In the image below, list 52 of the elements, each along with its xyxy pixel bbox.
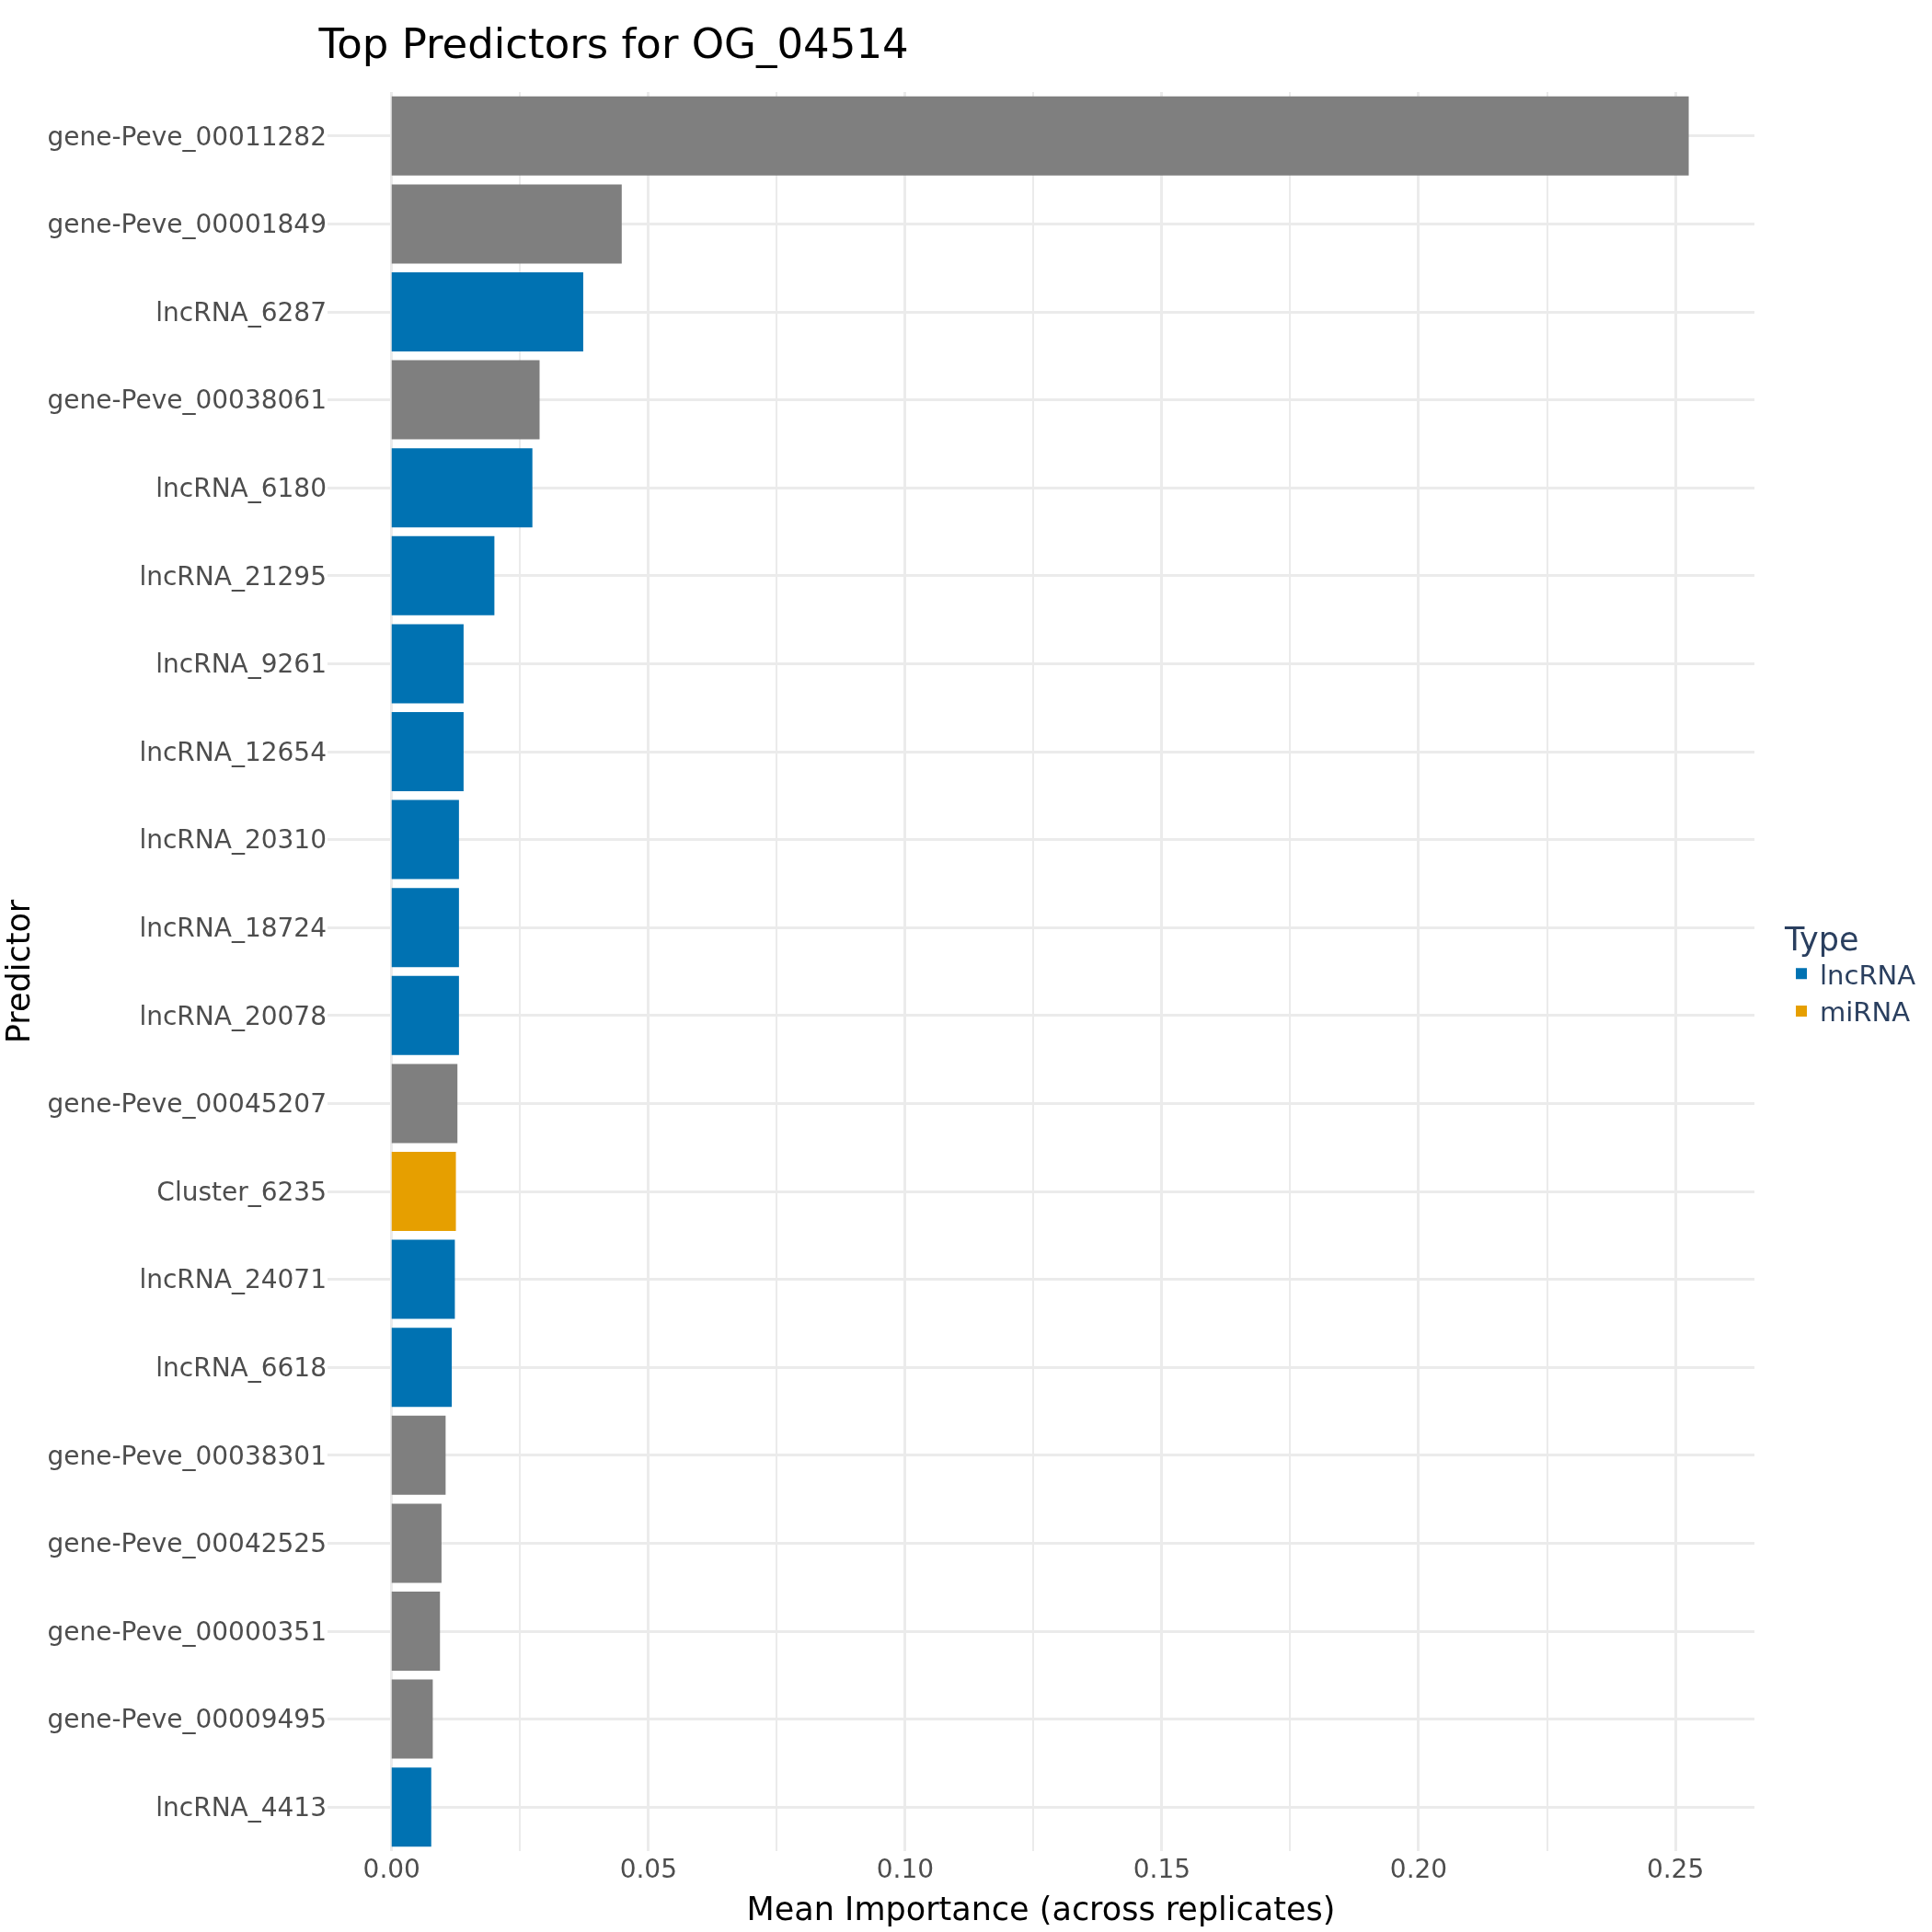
y-tick-label: lncRNA_21295: [139, 560, 327, 592]
bar: [391, 1591, 441, 1672]
bar: [391, 1328, 453, 1408]
bar: [391, 888, 459, 968]
y-tick-label: lncRNA_24071: [139, 1264, 327, 1295]
bar: [391, 799, 459, 880]
legend-title: Type: [1784, 921, 1859, 958]
y-tick-label: lncRNA_9261: [155, 649, 327, 680]
bar: [391, 1064, 458, 1144]
bar: [391, 975, 459, 1055]
bar: [391, 271, 583, 352]
x-tick-label: 0.05: [619, 1854, 677, 1884]
x-tick-label: 0.20: [1389, 1854, 1448, 1884]
y-tick-label: gene-Peve_00038061: [47, 385, 327, 416]
bar: [391, 184, 622, 264]
x-axis-title: Mean Importance (across replicates): [746, 1891, 1336, 1927]
y-axis-title: Predictor: [0, 899, 37, 1044]
bar: [391, 624, 464, 704]
bar: [391, 1239, 455, 1319]
y-tick-label: gene-Peve_00000351: [47, 1616, 327, 1647]
legend-label: miRNA: [1820, 996, 1911, 1029]
bar: [391, 1767, 431, 1847]
x-tick-label: 0.00: [362, 1854, 420, 1884]
bar: [391, 1679, 433, 1759]
y-tick-label: Cluster_6235: [156, 1176, 327, 1207]
legend-label: lncRNA: [1820, 959, 1916, 991]
y-tick-label: lncRNA_4413: [155, 1792, 327, 1823]
y-tick-label: lncRNA_6618: [155, 1352, 327, 1383]
y-tick-label: lncRNA_18724: [139, 913, 327, 943]
bar: [391, 96, 1689, 176]
x-tick-label: 0.15: [1133, 1854, 1191, 1884]
y-tick-label: lncRNA_12654: [139, 736, 327, 767]
y-tick-label: gene-Peve_00011282: [47, 121, 327, 152]
bar: [391, 448, 533, 528]
y-tick-label: gene-Peve_00038301: [47, 1440, 327, 1471]
y-tick-label: gene-Peve_00042525: [47, 1528, 327, 1559]
chart-title: Top Predictors for OG_04514: [317, 19, 909, 68]
y-tick-label: gene-Peve_00001849: [47, 209, 327, 240]
y-tick-label: lncRNA_6180: [155, 473, 327, 503]
y-tick-label: lncRNA_6287: [155, 296, 327, 328]
x-tick-label: 0.10: [876, 1854, 935, 1884]
bar: [391, 711, 464, 792]
bar: [391, 1415, 446, 1495]
y-tick-label: gene-Peve_00009495: [47, 1704, 327, 1735]
y-tick-label: gene-Peve_00045207: [47, 1088, 327, 1120]
bar: [391, 535, 495, 615]
x-tick-label: 0.25: [1646, 1854, 1705, 1884]
bar: [391, 1503, 442, 1583]
bar: [391, 1151, 456, 1232]
y-tick-label: lncRNA_20078: [139, 1000, 327, 1031]
y-tick-label: lncRNA_20310: [139, 824, 327, 856]
bar: [391, 360, 540, 440]
